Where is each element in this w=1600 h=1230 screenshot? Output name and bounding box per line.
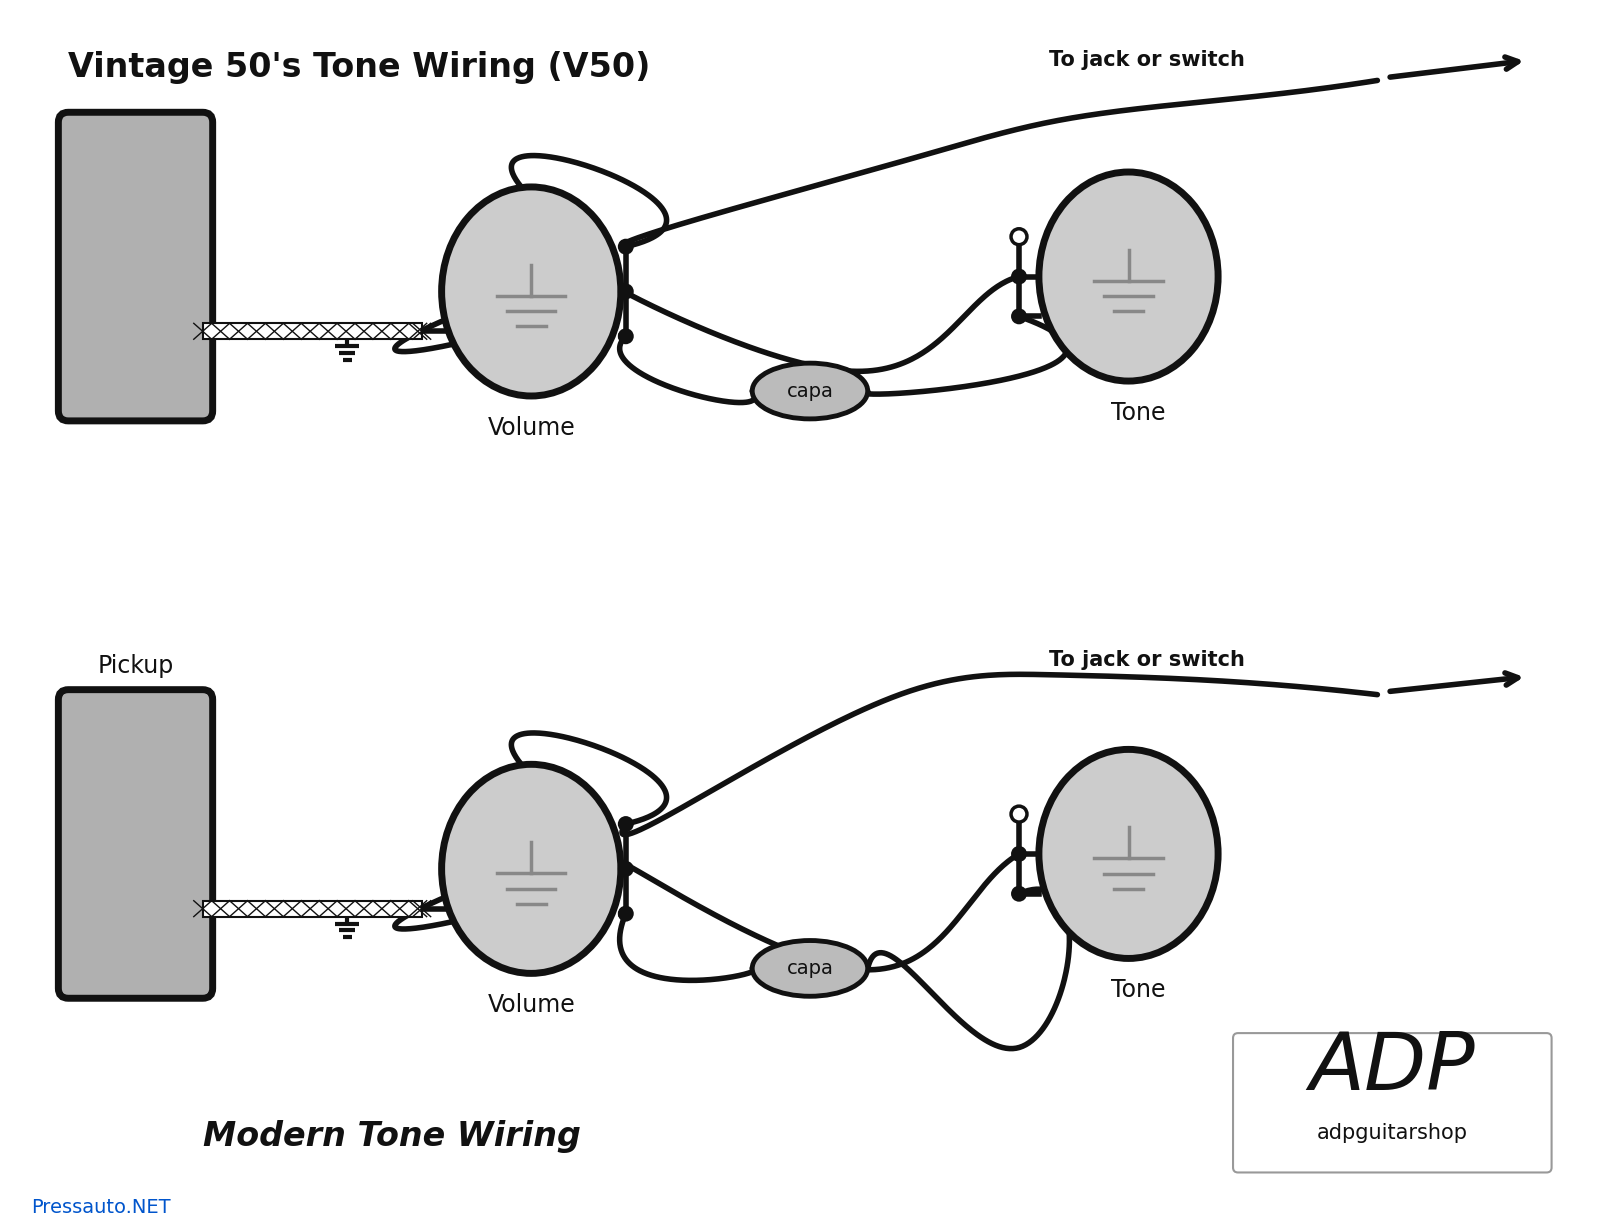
- Text: Volume: Volume: [488, 416, 574, 440]
- Circle shape: [618, 905, 634, 921]
- Ellipse shape: [1038, 172, 1218, 381]
- Circle shape: [1011, 806, 1027, 822]
- Circle shape: [618, 815, 634, 831]
- Text: Pickup: Pickup: [98, 653, 174, 678]
- Ellipse shape: [752, 363, 867, 419]
- Circle shape: [1011, 229, 1027, 245]
- Text: Vintage 50's Tone Wiring (V50): Vintage 50's Tone Wiring (V50): [69, 50, 651, 84]
- Ellipse shape: [1038, 749, 1218, 958]
- Ellipse shape: [752, 941, 867, 996]
- FancyBboxPatch shape: [58, 112, 213, 421]
- Bar: [203, 323, 422, 339]
- Circle shape: [618, 328, 634, 344]
- Bar: [203, 900, 422, 916]
- Circle shape: [618, 861, 634, 877]
- Text: To jack or switch: To jack or switch: [1050, 649, 1245, 670]
- Text: capa: capa: [787, 959, 834, 978]
- FancyBboxPatch shape: [58, 690, 213, 999]
- Text: ADP: ADP: [1309, 1030, 1475, 1107]
- Text: Tone: Tone: [1112, 401, 1166, 426]
- Circle shape: [1011, 309, 1027, 325]
- Circle shape: [1011, 846, 1027, 862]
- Ellipse shape: [442, 187, 621, 396]
- Text: adpguitarshop: adpguitarshop: [1317, 1123, 1467, 1143]
- Circle shape: [618, 239, 634, 255]
- Text: To jack or switch: To jack or switch: [1050, 50, 1245, 70]
- Ellipse shape: [442, 764, 621, 973]
- Circle shape: [618, 283, 634, 299]
- Text: Pressauto.NET: Pressauto.NET: [32, 1198, 171, 1216]
- Text: Volume: Volume: [488, 994, 574, 1017]
- Text: Modern Tone Wiring: Modern Tone Wiring: [203, 1119, 581, 1153]
- Circle shape: [1011, 268, 1027, 284]
- Text: capa: capa: [787, 381, 834, 401]
- Text: Tone: Tone: [1112, 978, 1166, 1002]
- Circle shape: [1011, 886, 1027, 902]
